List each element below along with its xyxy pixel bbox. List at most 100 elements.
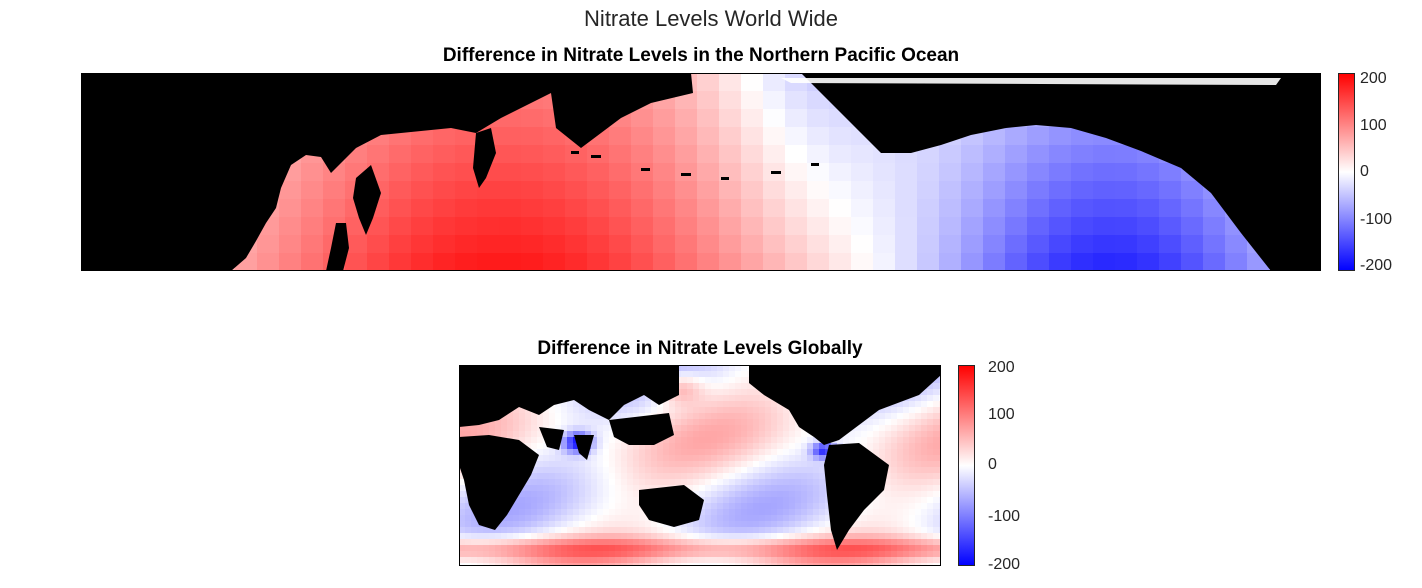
heatmap-cell xyxy=(615,485,622,492)
heatmap-cell xyxy=(585,563,592,566)
heatmap-cell xyxy=(741,395,748,402)
heatmap-cell xyxy=(633,503,640,510)
heatmap-cell xyxy=(729,389,736,396)
heatmap-cell xyxy=(813,491,820,498)
heatmap-cell xyxy=(783,437,790,444)
heatmap-cell xyxy=(933,395,940,402)
heatmap-cell xyxy=(603,521,610,528)
heatmap-cell xyxy=(555,419,562,426)
heatmap-cell xyxy=(861,563,868,566)
heatmap-cell xyxy=(631,145,654,164)
heatmap-cell xyxy=(933,491,940,498)
heatmap-cell xyxy=(597,431,604,438)
heatmap-cell xyxy=(1159,217,1182,236)
heatmap-cell xyxy=(735,365,742,372)
heatmap-cell xyxy=(609,163,632,182)
heatmap-cell xyxy=(861,509,868,516)
heatmap-cell xyxy=(723,413,730,420)
heatmap-cell xyxy=(693,377,700,384)
heatmap-cell xyxy=(807,539,814,546)
heatmap-cell xyxy=(651,407,658,414)
heatmap-cell xyxy=(495,545,502,552)
heatmap-cell xyxy=(855,533,862,540)
heatmap-cell xyxy=(861,551,868,558)
heatmap-cell xyxy=(573,413,580,420)
heatmap-cell xyxy=(753,461,760,468)
heatmap-cell xyxy=(555,527,562,534)
heatmap-cell xyxy=(729,401,736,408)
heatmap-cell xyxy=(897,533,904,540)
heatmap-cell xyxy=(795,563,802,566)
heatmap-cell xyxy=(561,551,568,558)
heatmap-cell xyxy=(753,467,760,474)
heatmap-cell xyxy=(657,461,664,468)
heatmap-cell xyxy=(525,419,532,426)
heatmap-cell xyxy=(483,563,490,566)
heatmap-cell xyxy=(765,527,772,534)
heatmap-cell xyxy=(621,563,628,566)
heatmap-cell xyxy=(459,551,466,558)
heatmap-cell xyxy=(367,217,390,236)
heatmap-cell xyxy=(501,533,508,540)
heatmap-cell xyxy=(921,443,928,450)
heatmap-cell xyxy=(777,527,784,534)
heatmap-cell xyxy=(573,485,580,492)
heatmap-cell xyxy=(687,413,694,420)
heatmap-cell xyxy=(609,545,616,552)
heatmap-cell xyxy=(699,395,706,402)
heatmap-cell xyxy=(785,199,808,218)
heatmap-cell xyxy=(585,431,592,438)
heatmap-cell xyxy=(561,485,568,492)
heatmap-cell xyxy=(729,455,736,462)
heatmap-cell xyxy=(531,485,538,492)
heatmap-cell xyxy=(783,503,790,510)
heatmap-cell xyxy=(465,545,472,552)
heatmap-cell xyxy=(801,533,808,540)
heatmap-cell xyxy=(885,557,892,564)
heatmap-cell xyxy=(567,449,574,456)
heatmap-cell xyxy=(855,515,862,522)
pacific-land xyxy=(81,73,1321,271)
heatmap-cell xyxy=(783,425,790,432)
heatmap-cell xyxy=(389,217,412,236)
heatmap-cell xyxy=(561,455,568,462)
heatmap-cell xyxy=(915,437,922,444)
heatmap-cell xyxy=(597,503,604,510)
heatmap-cell xyxy=(705,563,712,566)
heatmap-cell xyxy=(651,551,658,558)
heatmap-cell xyxy=(543,163,566,182)
heatmap-cell xyxy=(687,551,694,558)
heatmap-cell xyxy=(819,467,826,474)
heatmap-cell xyxy=(777,539,784,546)
heatmap-cell xyxy=(1115,253,1138,271)
heatmap-cell xyxy=(789,503,796,510)
heatmap-cell xyxy=(573,425,580,432)
heatmap-cell xyxy=(723,521,730,528)
heatmap-cell xyxy=(573,509,580,516)
heatmap-cell xyxy=(537,431,544,438)
heatmap-cell xyxy=(681,521,688,528)
heatmap-cell xyxy=(717,467,724,474)
heatmap-cell xyxy=(651,527,658,534)
heatmap-cell xyxy=(657,551,664,558)
heatmap-cell xyxy=(891,479,898,486)
heatmap-cell xyxy=(1115,235,1138,254)
heatmap-cell xyxy=(669,533,676,540)
heatmap-cell xyxy=(1071,199,1094,218)
heatmap-cell xyxy=(675,545,682,552)
heatmap-cell xyxy=(759,437,766,444)
heatmap-cell xyxy=(747,485,754,492)
heatmap-cell xyxy=(903,515,910,522)
heatmap-cell xyxy=(513,407,520,414)
heatmap-cell xyxy=(525,521,532,528)
heatmap-cell xyxy=(819,449,826,456)
heatmap-cell xyxy=(851,181,874,200)
heatmap-cell xyxy=(567,461,574,468)
heatmap-cell xyxy=(567,425,574,432)
heatmap-cell xyxy=(561,521,568,528)
heatmap-cell xyxy=(903,479,910,486)
heatmap-cell xyxy=(525,425,532,432)
heatmap-cell xyxy=(807,253,830,271)
heatmap-cell xyxy=(1159,235,1182,254)
heatmap-cell xyxy=(729,557,736,564)
